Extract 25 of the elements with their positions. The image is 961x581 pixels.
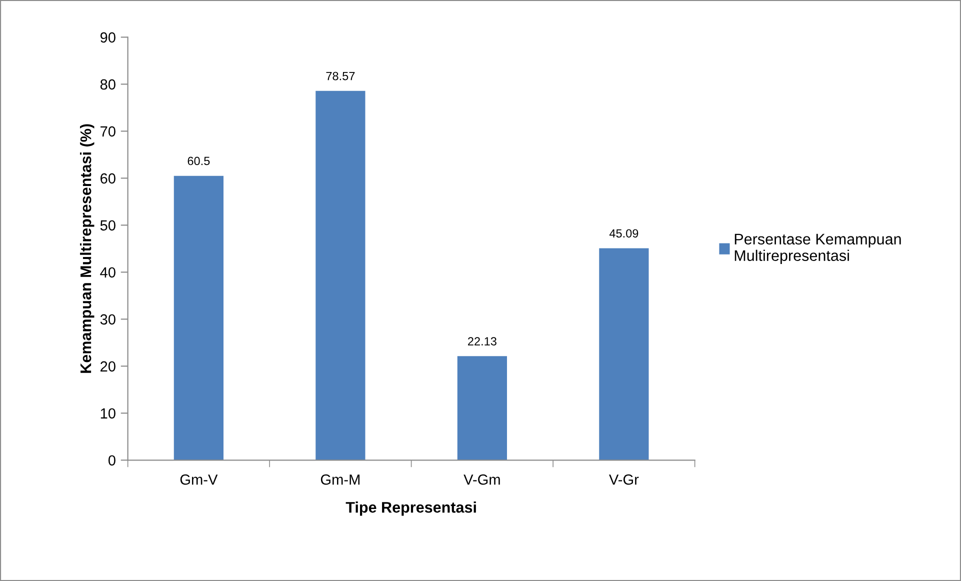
y-tick-label: 70 (100, 126, 116, 137)
y-tick-label: 60 (100, 173, 116, 184)
y-tick-label: 80 (100, 79, 116, 90)
y-tick-label: 40 (100, 267, 116, 278)
y-tick-label: 90 (100, 32, 116, 43)
data-label: 60.5 (188, 156, 210, 166)
x-tick-label: Gm-M (320, 474, 360, 485)
bar (457, 356, 507, 460)
y-tick-label: 0 (108, 455, 116, 466)
x-tick-label: Gm-V (180, 474, 218, 485)
data-label: 45.09 (609, 229, 638, 238)
bar (174, 176, 224, 460)
legend-label: Persentase Kemampuan Multirepresentasi (734, 234, 901, 264)
y-tick-label: 10 (100, 408, 116, 419)
y-tick-label: 30 (100, 314, 116, 325)
y-tick-label: 20 (100, 361, 116, 372)
data-label: 78.57 (326, 72, 355, 80)
x-axis-title: Tipe Representasi (346, 502, 476, 516)
bar (316, 90, 366, 460)
y-axis-title: Kemampuan Multirepresentasi (%) (80, 124, 94, 373)
bar (599, 248, 649, 460)
data-label: 22.13 (468, 337, 496, 346)
x-tick-label: V-Gr (609, 474, 639, 485)
x-tick-label: V-Gm (464, 474, 500, 485)
y-tick-label: 50 (100, 220, 116, 231)
